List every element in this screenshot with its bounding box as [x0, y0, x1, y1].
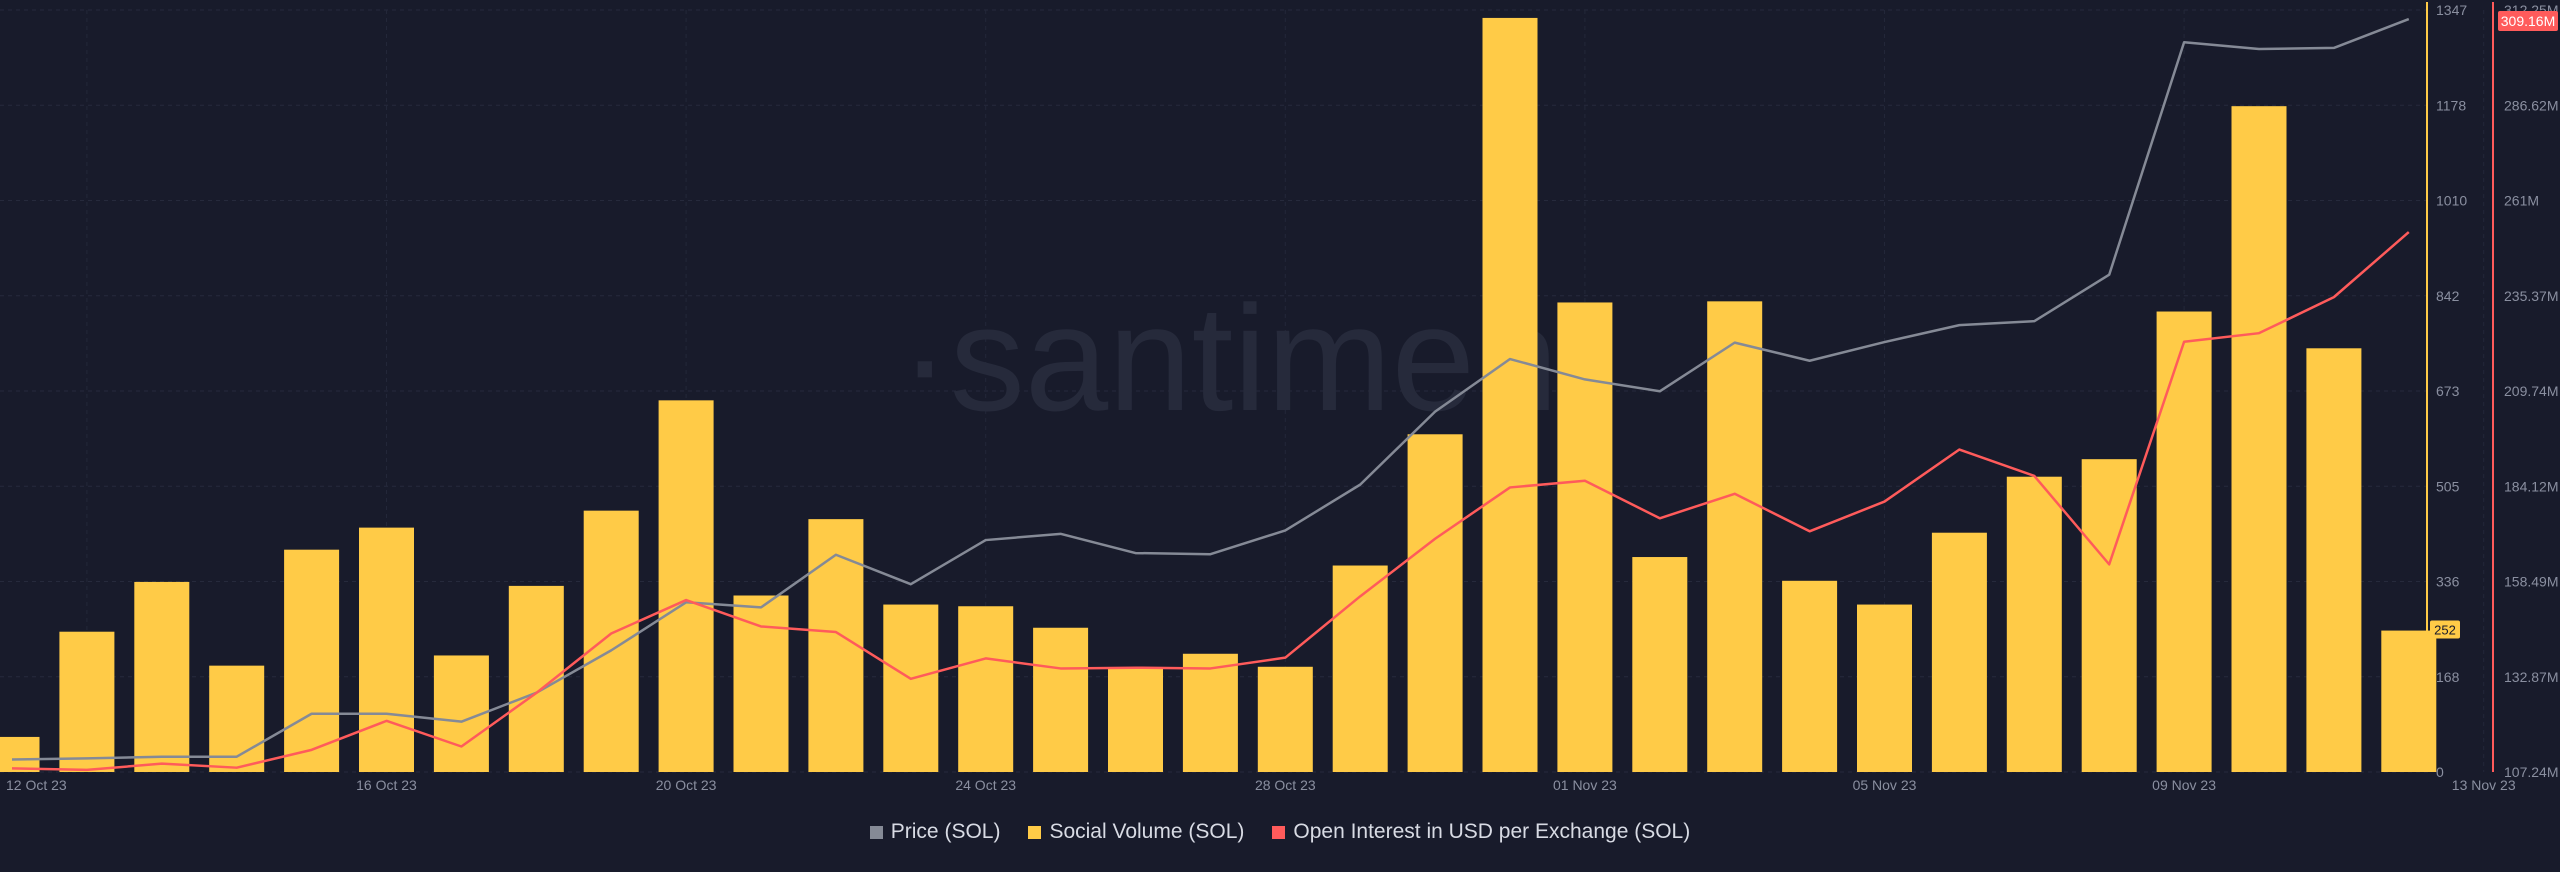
- x-axis-tick-label: 20 Oct 23: [656, 777, 717, 793]
- right-axis-tick-label: 235.37M: [2504, 288, 2558, 304]
- social-volume-bar: [658, 400, 714, 772]
- x-axis-tick-label: 09 Nov 23: [2152, 777, 2216, 793]
- social-volume-bar: [1482, 17, 1538, 773]
- social-volume-bar: [808, 519, 864, 772]
- social-volume-bar: [1407, 434, 1463, 772]
- legend-label-price: Price (SOL): [890, 820, 1001, 843]
- right-axis-tick-label: 209.74M: [2504, 383, 2558, 399]
- social-volume-bar: [134, 581, 190, 772]
- open-interest-current-badge: [2498, 11, 2558, 31]
- social-volume-bar: [733, 595, 789, 772]
- social-volume-bar: [1108, 667, 1163, 772]
- legend-label-social-volume: Social Volume (SOL): [1049, 820, 1245, 843]
- social-volume-bar: [1931, 532, 1987, 772]
- legend-swatch-price: [869, 825, 883, 839]
- left-axis-tick-label: 1010: [2436, 193, 2467, 209]
- right-axis-tick-label: 107.24M: [2504, 764, 2558, 780]
- social-volume-bar: [1857, 604, 1912, 772]
- left-axis-tick-label: 505: [2436, 478, 2460, 494]
- left-axis-tick-label: 168: [2436, 669, 2460, 685]
- social-volume-bar: [958, 606, 1014, 772]
- social-volume-bar: [1632, 557, 1688, 772]
- legend-item-open-interest[interactable]: Open Interest in USD per Exchange (SOL): [1272, 820, 1690, 844]
- left-axis-tick-label: 842: [2436, 288, 2460, 304]
- x-axis-tick-label: 13 Nov 23: [2452, 777, 2516, 793]
- left-axis-tick-label: 1178: [2436, 97, 2466, 113]
- social-volume-bar: [359, 527, 414, 772]
- legend-swatch-social-volume: [1028, 825, 1042, 839]
- social-volume-bar: [1033, 627, 1089, 772]
- line-layer: [11, 17, 2410, 772]
- axis-layer: 1347117810108426735053361680312.25M286.6…: [6, 2, 2558, 793]
- left-axis-tick-label: 336: [2436, 574, 2460, 590]
- social-volume-bar: [583, 510, 639, 772]
- open-interest-line: [11, 231, 2410, 772]
- price-line: [11, 17, 2410, 761]
- social-volume-bar: [1332, 565, 1388, 772]
- social-volume-bar: [209, 665, 265, 772]
- social-volume-bar: [1707, 301, 1763, 772]
- social-volume-current-badge: [2430, 620, 2460, 639]
- social-volume-bar: [2231, 106, 2287, 773]
- social-volume-bar: [1782, 580, 1838, 772]
- x-axis-tick-label: 24 Oct 23: [955, 777, 1016, 793]
- social-volume-bar: [1257, 666, 1313, 772]
- x-axis-tick-label: 01 Nov 23: [1553, 777, 1617, 793]
- social-volume-bar: [2306, 348, 2362, 772]
- chart-legend: Price (SOL) Social Volume (SOL) Open Int…: [0, 820, 2560, 844]
- left-axis-tick-label: 0: [2436, 764, 2444, 780]
- left-axis-tick-label: 1347: [2436, 2, 2467, 18]
- social-volume-bar: [59, 631, 115, 772]
- x-axis-tick-label: 05 Nov 23: [1853, 777, 1917, 793]
- open-interest-current-label: 309.16M: [2501, 13, 2555, 29]
- x-axis-tick-label: 28 Oct 23: [1255, 777, 1316, 793]
- social-volume-bar: [2381, 630, 2437, 772]
- right-axis-tick-label: 184.12M: [2504, 478, 2558, 494]
- x-axis-tick-label: 12 Oct 23: [6, 777, 67, 793]
- social-volume-bar: [0, 736, 40, 772]
- social-volume-bar: [284, 549, 340, 772]
- left-axis-tick-label: 673: [2436, 383, 2460, 399]
- social-volume-bar: [2156, 311, 2212, 772]
- legend-label-open-interest: Open Interest in USD per Exchange (SOL): [1293, 820, 1691, 843]
- legend-item-social-volume[interactable]: Social Volume (SOL): [1028, 820, 1244, 844]
- right-axis-tick-label: 158.49M: [2504, 574, 2558, 590]
- right-axis-tick-label: 261M: [2504, 193, 2539, 209]
- social-volume-bar: [1182, 653, 1238, 772]
- social-volume-bar: [883, 604, 939, 772]
- legend-swatch-open-interest: [1272, 825, 1286, 839]
- right-axis-tick-label: 132.87M: [2504, 669, 2558, 685]
- legend-item-price[interactable]: Price (SOL): [869, 820, 1001, 844]
- x-axis-tick-label: 16 Oct 23: [356, 777, 417, 793]
- social-volume-bar: [2006, 476, 2062, 772]
- social-volume-current-label: 252: [2434, 622, 2456, 637]
- bar-layer: [0, 17, 2437, 773]
- right-axis-tick-label: 286.62M: [2504, 97, 2558, 113]
- social-volume-bar: [1557, 302, 1613, 772]
